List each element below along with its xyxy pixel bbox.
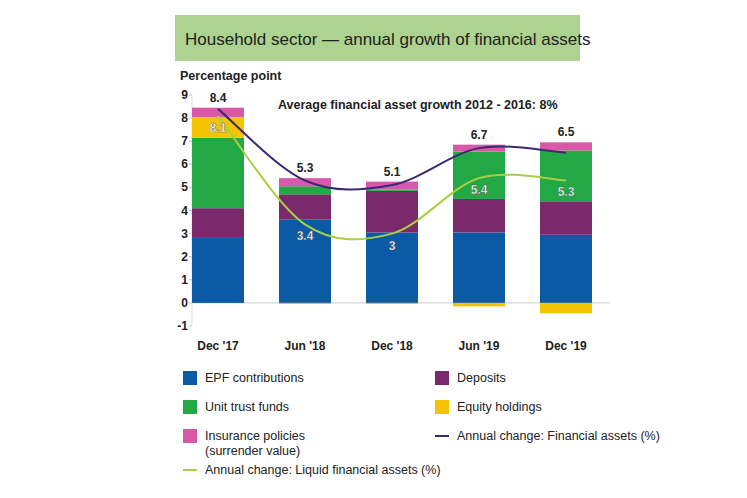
data-label: 3 — [389, 239, 396, 253]
x-tick-label: Dec '17 — [197, 339, 239, 353]
y-tick-label: 5 — [181, 180, 188, 194]
data-label: 5.4 — [471, 183, 488, 197]
legend-label: Insurance policies(surrender value) — [205, 429, 305, 458]
legend-swatch — [435, 371, 449, 385]
annotation: Average financial asset growth 2012 - 20… — [278, 98, 558, 112]
bar-segment — [540, 201, 592, 234]
legend-swatch — [435, 435, 449, 437]
x-tick-label: Jun '18 — [285, 339, 326, 353]
y-tick-label: 7 — [181, 134, 188, 148]
data-label: 5.1 — [384, 165, 401, 179]
bar-segment — [453, 232, 505, 302]
y-tick-label: 2 — [181, 250, 188, 264]
data-label: 8.4 — [210, 91, 227, 105]
bar-segment — [540, 303, 592, 313]
data-label: 6.7 — [471, 128, 488, 142]
bar-segment — [366, 232, 418, 302]
legend-label: Equity holdings — [457, 400, 542, 414]
legend-label-line: (surrender value) — [205, 444, 300, 458]
legend-swatch — [435, 400, 449, 414]
title: Household sector — annual growth of fina… — [185, 30, 590, 49]
bar-segment — [192, 237, 244, 303]
legend-label-line: EPF contributions — [205, 371, 304, 385]
legend-swatch — [183, 429, 197, 443]
plot-area — [192, 108, 592, 314]
bar-segment — [366, 303, 418, 304]
data-label: 6.5 — [558, 125, 575, 139]
legend-label: EPF contributions — [205, 371, 304, 385]
x-tick-label: Dec '19 — [545, 339, 587, 353]
bar-segment — [366, 190, 418, 191]
y-tick-label: 9 — [181, 88, 188, 102]
data-label: 8.1 — [210, 121, 227, 135]
data-label: 3.4 — [297, 229, 314, 243]
bar-segment — [192, 138, 244, 208]
legend-label-line: Insurance policies — [205, 429, 305, 443]
bar-segment — [453, 199, 505, 232]
legend-label: Deposits — [457, 371, 506, 385]
legend-swatch — [183, 371, 197, 385]
y-tick-label: 0 — [181, 296, 188, 310]
legend-label: Annual change: Financial assets (%) — [457, 429, 660, 443]
data-labels: 8.4 5.3 5.1 6.7 6.5 8.1 3.4 3 5.4 5.3 — [210, 91, 575, 253]
y-tick-label: 8 — [181, 111, 188, 125]
legend-label: Unit trust funds — [205, 400, 289, 414]
y-tick-label: -1 — [177, 319, 188, 333]
y-axis-label: Percentage point — [180, 69, 282, 83]
bar-segment — [540, 235, 592, 303]
data-label: 5.3 — [297, 161, 314, 175]
y-tick-label: 6 — [181, 157, 188, 171]
legend-swatch — [183, 400, 197, 414]
legend-label-line: Annual change: Liquid financial assets (… — [205, 463, 441, 477]
y-tick-label: 3 — [181, 227, 188, 241]
legend-label: Annual change: Liquid financial assets (… — [205, 463, 441, 477]
bar-segment — [279, 220, 331, 303]
bar-segment — [540, 150, 592, 201]
line — [218, 109, 566, 190]
legend-swatch — [183, 469, 197, 471]
y-tick-label: 4 — [181, 204, 188, 218]
bar-segment — [279, 303, 331, 304]
bar-segment — [540, 142, 592, 150]
x-tick-label: Dec '18 — [371, 339, 413, 353]
line — [218, 116, 566, 240]
bar-segment — [279, 178, 331, 186]
data-label: 5.3 — [558, 185, 575, 199]
y-tick-label: 1 — [181, 273, 188, 287]
bar-segment — [192, 208, 244, 237]
bar-segment — [192, 117, 244, 138]
legend-label-line: Deposits — [457, 371, 506, 385]
x-tick-label: Jun '19 — [459, 339, 500, 353]
legend-label-line: Annual change: Financial assets (%) — [457, 429, 660, 443]
legend-label-line: Unit trust funds — [205, 400, 289, 414]
chart: Household sector — annual growth of fina… — [0, 0, 747, 498]
legend-label-line: Equity holdings — [457, 400, 542, 414]
bar-segment — [453, 303, 505, 306]
